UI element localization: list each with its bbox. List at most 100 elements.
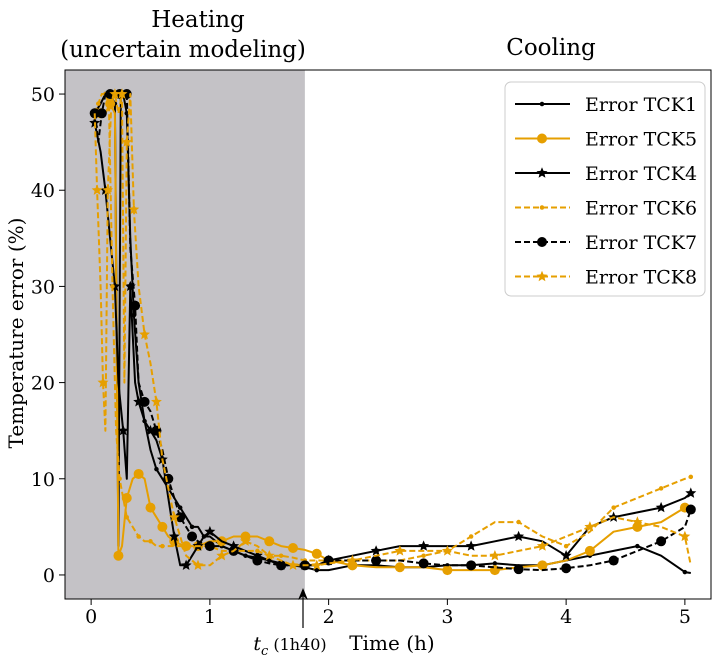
series-point [311, 559, 323, 570]
series-point [418, 540, 430, 551]
series-point [489, 550, 501, 561]
legend-item: Error TCK1 [515, 94, 697, 116]
series-point [151, 396, 162, 407]
series-point [154, 466, 159, 472]
series-point [204, 541, 215, 552]
series-point [204, 525, 216, 537]
series-point [394, 562, 405, 573]
series-point [163, 473, 174, 484]
tc-arrow-head [298, 588, 308, 600]
series-point [314, 567, 319, 573]
series-point [117, 424, 129, 436]
series-point [252, 555, 263, 566]
series-point [688, 474, 694, 480]
series-point [96, 101, 101, 106]
series-point [584, 545, 595, 556]
series-point [97, 376, 109, 388]
x-tick-label: 3 [441, 606, 453, 628]
series-point [136, 534, 141, 539]
series-point [255, 548, 260, 554]
y-tick-label: 10 [31, 469, 55, 491]
x-tick-label: 1 [204, 606, 216, 628]
series-point [537, 560, 548, 571]
series-point [516, 519, 521, 525]
series-point [216, 550, 228, 561]
series-point [128, 203, 140, 215]
y-tick-label: 30 [31, 276, 55, 298]
series-point [563, 543, 569, 549]
series-point [584, 521, 596, 532]
heating-subtitle: (uncertain modeling) [60, 37, 306, 63]
series-point [148, 539, 153, 544]
series-point [513, 530, 525, 542]
x-tick-label: 5 [679, 606, 691, 628]
series-point [679, 530, 691, 542]
y-tick-label: 20 [31, 373, 55, 395]
heating-region [65, 70, 305, 599]
series-point [311, 548, 322, 559]
series-point [682, 569, 688, 575]
series-point [189, 524, 195, 530]
series-point [91, 184, 103, 195]
legend-label: Error TCK5 [585, 129, 697, 151]
series-point [157, 521, 168, 532]
series-point [468, 534, 474, 539]
series-point [175, 512, 186, 523]
series-point [441, 545, 453, 556]
series-point [139, 396, 150, 407]
series-line [93, 93, 692, 567]
y-tick-label: 40 [31, 180, 55, 202]
series-point [561, 563, 572, 574]
legend-item: Error TCK7 [515, 232, 697, 254]
legend-label: Error TCK1 [585, 94, 697, 116]
series-point [121, 136, 133, 147]
y-tick-label: 50 [31, 84, 55, 106]
series-point [264, 536, 275, 547]
series-point [168, 530, 180, 542]
series-point [278, 553, 284, 558]
series-point [110, 284, 115, 289]
series-point [113, 550, 124, 561]
series-point [240, 535, 251, 546]
series-point [560, 550, 572, 561]
legend-label: Error TCK8 [585, 267, 697, 289]
series-error-tck8 [91, 88, 692, 570]
series-layer [89, 88, 697, 576]
x-axis-label: Time (h) [349, 631, 434, 655]
series-point [537, 237, 547, 247]
series-point [287, 559, 299, 570]
series-point [133, 468, 144, 479]
legend: Error TCK1 Error TCK5 Error TCK4 Error TCK6… [504, 81, 706, 297]
series-point [89, 108, 100, 119]
series-point [180, 559, 192, 570]
series-point [513, 564, 524, 575]
series-point [346, 554, 358, 566]
series-error-tck6 [93, 91, 694, 563]
series-point [145, 502, 156, 513]
series-point [121, 493, 132, 504]
y-axis-label: Temperature error (%) [4, 218, 28, 449]
series-point [288, 543, 298, 554]
series-point [109, 88, 121, 99]
series-point [539, 101, 545, 107]
series-point [608, 555, 619, 566]
series-point [442, 565, 453, 576]
series-point [685, 504, 696, 515]
series-point [102, 184, 114, 195]
series-point [263, 550, 275, 561]
x-tick-label: 0 [85, 606, 97, 628]
legend-item: Error TCK4 [515, 163, 697, 185]
series-point [139, 328, 150, 340]
series-point [536, 540, 548, 551]
tc-label: tc (1h40) [253, 633, 326, 659]
legend-label: Error TCK4 [585, 163, 697, 185]
x-tick-label: 2 [323, 606, 335, 628]
series-point [96, 108, 107, 119]
series-point [611, 505, 616, 510]
series-point [635, 543, 640, 549]
heating-title: Heating [151, 7, 245, 33]
legend-item: Error TCK8 [515, 267, 697, 289]
cooling-title: Cooling [506, 35, 596, 61]
